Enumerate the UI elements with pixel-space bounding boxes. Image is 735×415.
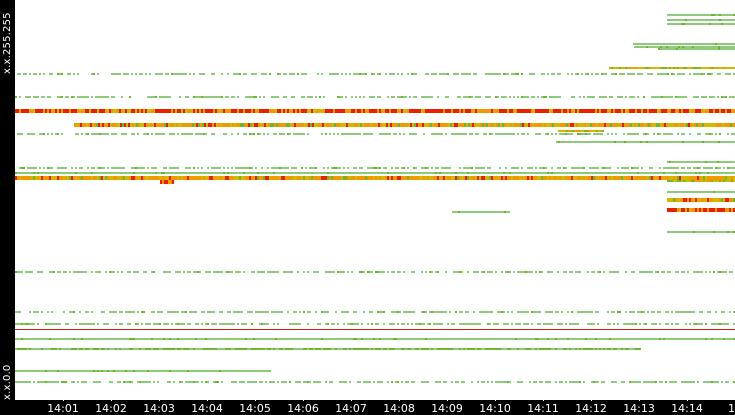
x-axis-tick-label: 14:01 xyxy=(47,402,79,415)
x-axis-tick-label: 14:08 xyxy=(383,402,415,415)
heatmap-row xyxy=(452,211,510,213)
heatmap-row xyxy=(15,370,271,372)
x-axis-tick-label: 14:05 xyxy=(239,402,271,415)
heatmap-row xyxy=(15,172,735,174)
x-axis-tick-label: 14:11 xyxy=(527,402,559,415)
heatmap-row xyxy=(667,231,735,233)
heatmap-row xyxy=(19,167,735,169)
heatmap-row xyxy=(634,46,735,48)
x-axis-tick-label: 14:06 xyxy=(287,402,319,415)
heatmap-row xyxy=(658,48,735,50)
x-axis-tick-label: 14:04 xyxy=(191,402,223,415)
x-axis-tick xyxy=(63,396,64,401)
x-axis-tick-label: 14:10 xyxy=(479,402,511,415)
x-axis-tick-label: 14:14 xyxy=(671,402,703,415)
heatmap-row xyxy=(667,191,735,193)
heatmap-row xyxy=(667,198,735,202)
y-axis-top-label: x.x.255.255 xyxy=(2,12,13,74)
x-axis-tick xyxy=(399,396,400,401)
heatmap-plot-area xyxy=(15,0,735,400)
x-axis-tick xyxy=(351,396,352,401)
heatmap-row xyxy=(667,19,735,21)
x-axis-tick xyxy=(159,396,160,401)
heatmap-row xyxy=(15,271,733,273)
heatmap-row xyxy=(15,311,735,313)
x-axis-tick-label: 14 xyxy=(728,402,735,415)
heatmap-row xyxy=(160,180,174,184)
heatmap-canvas xyxy=(15,14,735,383)
x-axis-tick-label: 14:09 xyxy=(431,402,463,415)
x-axis-tick xyxy=(591,396,592,401)
x-axis-tick xyxy=(447,396,448,401)
heatmap-row xyxy=(667,161,735,163)
y-axis: x.x.255.255 x.x.0.0 xyxy=(0,0,15,415)
x-axis-tick xyxy=(639,396,640,401)
heatmap-row xyxy=(15,348,641,350)
marker-line xyxy=(15,329,735,330)
x-axis-tick-label: 14:13 xyxy=(623,402,655,415)
heatmap-row xyxy=(17,133,735,135)
x-axis-tick xyxy=(111,396,112,401)
x-axis-tick xyxy=(495,396,496,401)
heatmap-row xyxy=(74,123,735,127)
x-axis-tick-label: 14:02 xyxy=(95,402,127,415)
heatmap-row xyxy=(633,43,735,45)
y-axis-bottom-label: x.x.0.0 xyxy=(2,364,13,401)
heatmap-row xyxy=(556,141,735,143)
x-axis-tick xyxy=(303,396,304,401)
x-axis-tick-label: 14:07 xyxy=(335,402,367,415)
heatmap-row xyxy=(15,323,735,325)
heatmap-row xyxy=(15,96,735,98)
heatmap-row xyxy=(558,130,604,132)
x-axis-tick-label: 14:03 xyxy=(143,402,175,415)
heatmap-row xyxy=(609,67,735,69)
heatmap-row xyxy=(667,14,735,16)
heatmap-row xyxy=(15,109,735,113)
heatmap-row xyxy=(15,338,735,340)
heatmap-row xyxy=(15,381,735,383)
x-axis: 14:01 14:02 14:03 14:04 14:05 14:06 14:07 14:08… xyxy=(0,396,735,415)
heatmap-row xyxy=(667,180,735,182)
x-axis-tick xyxy=(687,396,688,401)
x-axis-tick xyxy=(543,396,544,401)
heatmap-row xyxy=(667,23,735,25)
heatmap-row xyxy=(15,176,735,180)
x-axis-tick-label: 14:12 xyxy=(575,402,607,415)
x-axis-tick xyxy=(255,396,256,401)
x-axis-tick xyxy=(207,396,208,401)
heatmap-row xyxy=(667,208,735,212)
heatmap-row xyxy=(17,73,735,75)
